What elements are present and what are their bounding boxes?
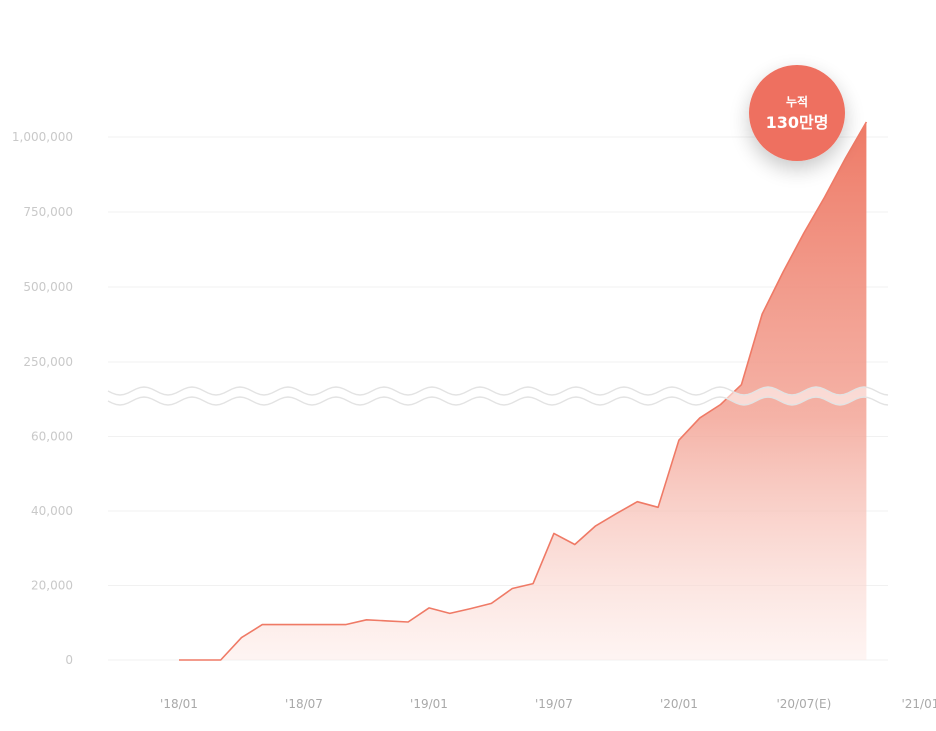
y-axis-labels: 0 20,000 40,000 60,000 250,000 500,000 750,000…: [12, 130, 73, 667]
y-tick-label: 500,000: [23, 280, 73, 294]
x-tick-label: '18/07: [285, 697, 323, 711]
y-tick-label: 1,000,000: [12, 130, 73, 144]
y-tick-label: 40,000: [31, 504, 73, 518]
x-tick-label: '19/07: [535, 697, 573, 711]
badge-label: 누적: [786, 94, 808, 109]
x-axis-labels: '18/01 '18/07 '19/01 '19/07 '20/01 '20/07(E) '…: [160, 697, 936, 711]
y-tick-label: 750,000: [23, 205, 73, 219]
y-tick-label: 60,000: [31, 430, 73, 444]
badge-value: 130만명: [766, 113, 829, 132]
x-tick-label: '18/01: [160, 697, 198, 711]
x-tick-label: '20/01: [660, 697, 698, 711]
y-tick-label: 20,000: [31, 579, 73, 593]
x-tick-label: '20/07(E): [776, 697, 831, 711]
x-tick-label: '19/01: [410, 697, 448, 711]
y-tick-label: 0: [65, 653, 73, 667]
cumulative-badge: 누적 130만명: [749, 65, 845, 161]
x-tick-label: '21/01(E): [901, 697, 936, 711]
y-tick-label: 250,000: [23, 355, 73, 369]
